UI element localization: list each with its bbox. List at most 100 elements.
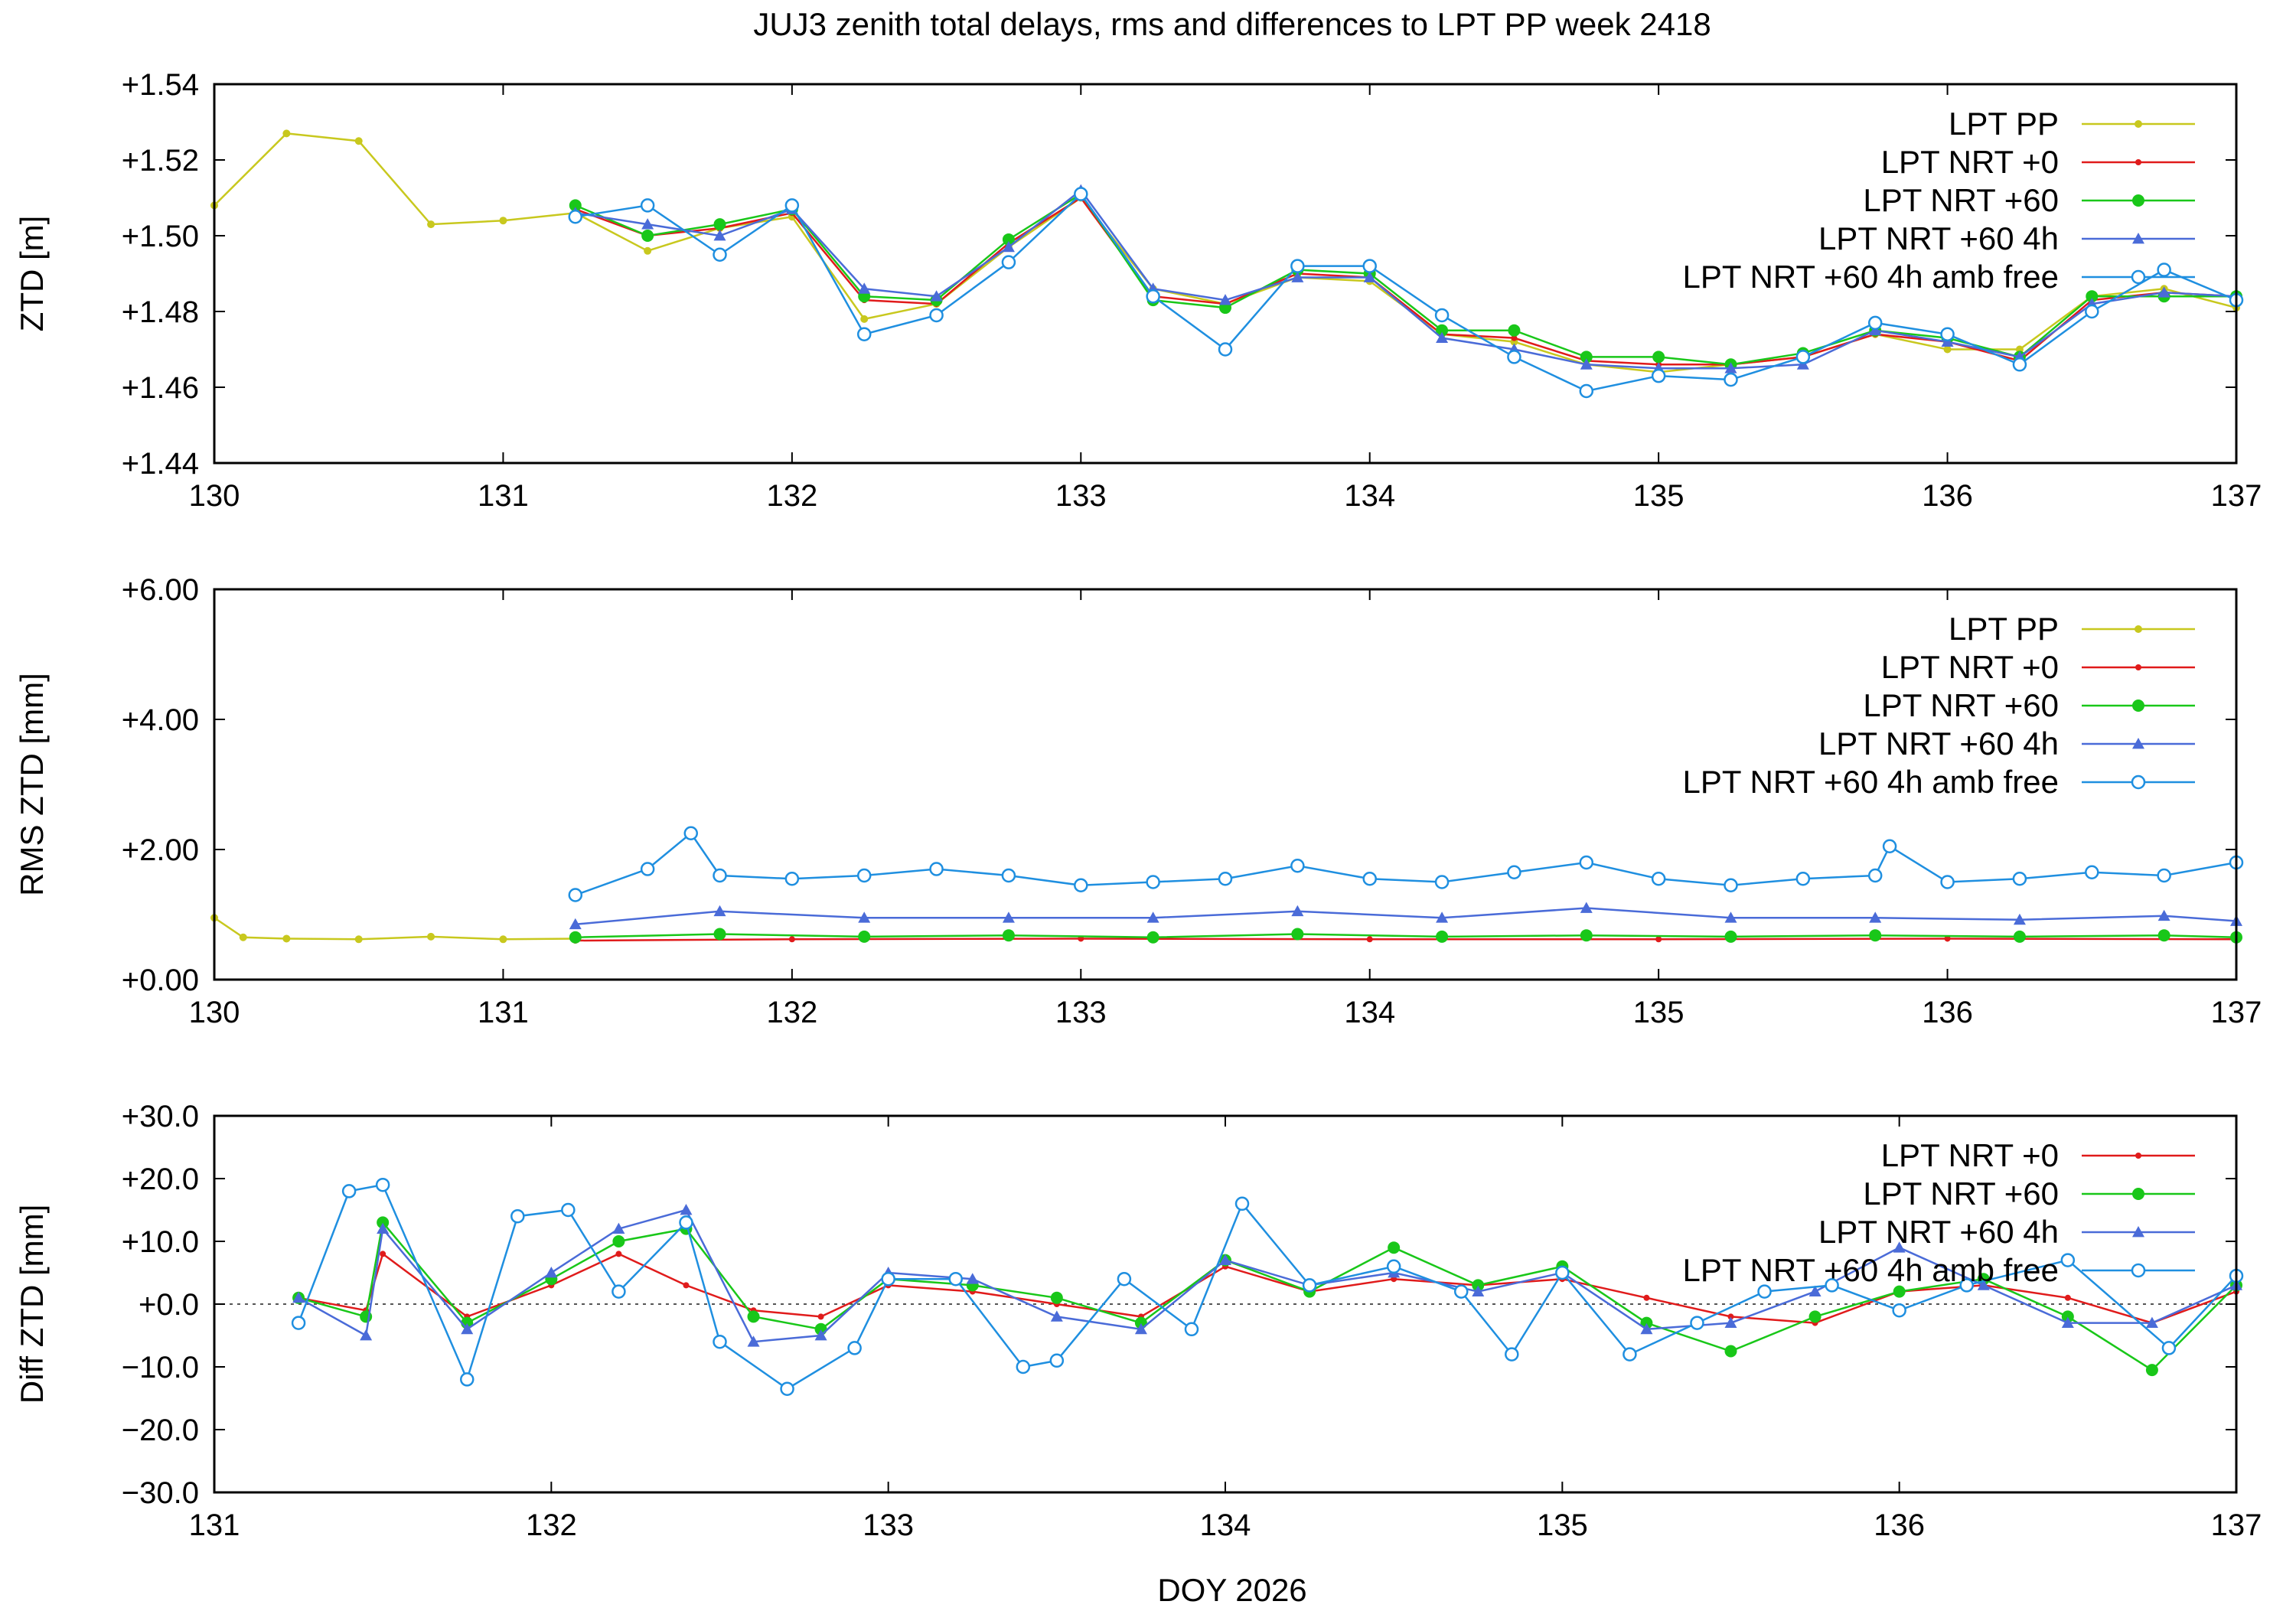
data-point — [1808, 1285, 1821, 1296]
data-point — [713, 868, 727, 883]
x-tick-label: 136 — [1922, 479, 1973, 513]
data-point — [1882, 839, 1897, 853]
data-point — [612, 1284, 626, 1299]
data-point — [2145, 1316, 2158, 1328]
data-point — [2060, 1253, 2076, 1267]
series-2-4 — [569, 902, 2242, 930]
series-3-3 — [292, 1204, 2242, 1347]
data-point — [1146, 931, 1159, 944]
data-point — [1977, 1279, 1990, 1290]
data-point — [1001, 255, 1016, 269]
legend-label: LPT NRT +60 4h — [1818, 726, 2059, 761]
legend-label: LPT PP — [1949, 106, 2059, 142]
data-point — [784, 198, 800, 213]
data-point — [1218, 342, 1233, 357]
data-point — [1436, 331, 1449, 344]
y-tick-label: +1.46 — [122, 371, 199, 405]
x-tick-label: 137 — [2211, 479, 2262, 513]
series-line — [575, 938, 2237, 942]
data-point — [1808, 1310, 1821, 1323]
series-2-3 — [569, 928, 2242, 944]
legend-label: LPT NRT +60 4h — [1818, 1214, 2059, 1250]
legend-label: LPT NRT +60 4h amb free — [1683, 259, 2059, 295]
data-point — [2012, 872, 2027, 886]
y-tick-label: +4.00 — [122, 703, 199, 737]
data-point — [2013, 930, 2026, 943]
data-point — [1724, 1345, 1737, 1358]
legend-swatch-marker — [2131, 775, 2146, 790]
legend-label: LPT NRT +60 — [1863, 1176, 2059, 1212]
data-point — [1724, 1316, 1737, 1328]
series-line — [298, 1220, 2237, 1371]
y-tick-label: +0.0 — [139, 1288, 199, 1322]
data-point — [1363, 271, 1376, 282]
x-tick-label: 132 — [766, 479, 817, 513]
data-point — [1016, 1359, 1031, 1375]
y-tick-label: +2.00 — [122, 833, 199, 867]
y-tick-label: +30.0 — [122, 1100, 199, 1133]
data-point — [1893, 1241, 1906, 1253]
data-point — [282, 129, 291, 138]
data-point — [860, 315, 869, 323]
data-point — [1074, 878, 1088, 892]
data-point — [1219, 294, 1231, 305]
data-point — [1959, 1278, 1974, 1293]
data-point — [1511, 334, 1518, 341]
legend-label: LPT NRT +0 — [1881, 649, 2059, 685]
chart-title: JUJ3 zenith total delays, rms and differ… — [753, 6, 1711, 42]
chart-panel-2: 130 131 132 133 134 135 136 137 +0.00 +2.00 +4.00 +… — [14, 573, 2262, 1029]
plot-frame — [213, 588, 2238, 981]
legend-label: LPT NRT +60 4h — [1818, 220, 2059, 256]
series-line — [575, 907, 2237, 925]
y-tick-label: +1.48 — [122, 295, 199, 329]
legend-label: LPT PP — [1949, 611, 2059, 647]
data-point — [341, 1184, 357, 1198]
series-line — [575, 188, 2237, 370]
data-point — [499, 935, 507, 944]
data-point — [1219, 1254, 1231, 1265]
y-tick-label: −30.0 — [122, 1476, 199, 1510]
data-point — [2064, 1294, 2071, 1301]
x-tick-label: 135 — [1537, 1508, 1588, 1542]
legend-swatch-marker — [2132, 738, 2144, 749]
data-point — [1655, 936, 1662, 943]
data-point — [1184, 1322, 1199, 1337]
data-point — [1757, 1284, 1772, 1299]
data-point — [881, 1271, 895, 1287]
data-point — [1436, 324, 1449, 337]
legend-label: LPT NRT +0 — [1881, 1137, 2059, 1173]
data-point — [858, 930, 871, 943]
data-point — [1472, 1285, 1485, 1296]
x-tick-label: 133 — [1055, 996, 1107, 1029]
data-point — [784, 872, 800, 886]
series-line — [214, 917, 576, 941]
data-point — [1940, 327, 1955, 341]
series-line — [575, 933, 2237, 939]
legend-swatch-marker — [2135, 1153, 2141, 1159]
data-point — [377, 1216, 390, 1229]
data-point — [713, 905, 726, 917]
data-point — [568, 210, 583, 224]
data-point — [1579, 383, 1594, 399]
data-point — [1724, 362, 1737, 373]
data-point — [1651, 368, 1666, 383]
legend-swatch-marker — [2131, 1263, 2146, 1278]
data-point — [1507, 865, 1521, 879]
data-point — [1651, 872, 1666, 886]
data-point — [292, 1291, 305, 1303]
data-point — [1386, 1259, 1401, 1274]
legend-label: LPT NRT +60 4h amb free — [1683, 1252, 2059, 1288]
x-tick-label: 130 — [189, 996, 240, 1029]
data-point — [713, 218, 726, 231]
data-point — [679, 1215, 693, 1230]
data-point — [427, 220, 435, 229]
data-point — [683, 826, 699, 840]
data-point — [2161, 1341, 2177, 1355]
series-line — [575, 831, 2237, 896]
y-tick-label: +6.00 — [122, 573, 199, 607]
data-point — [1555, 1265, 1570, 1280]
data-point — [1388, 1241, 1401, 1254]
data-point — [1117, 1271, 1132, 1287]
series-line — [298, 1208, 2237, 1343]
